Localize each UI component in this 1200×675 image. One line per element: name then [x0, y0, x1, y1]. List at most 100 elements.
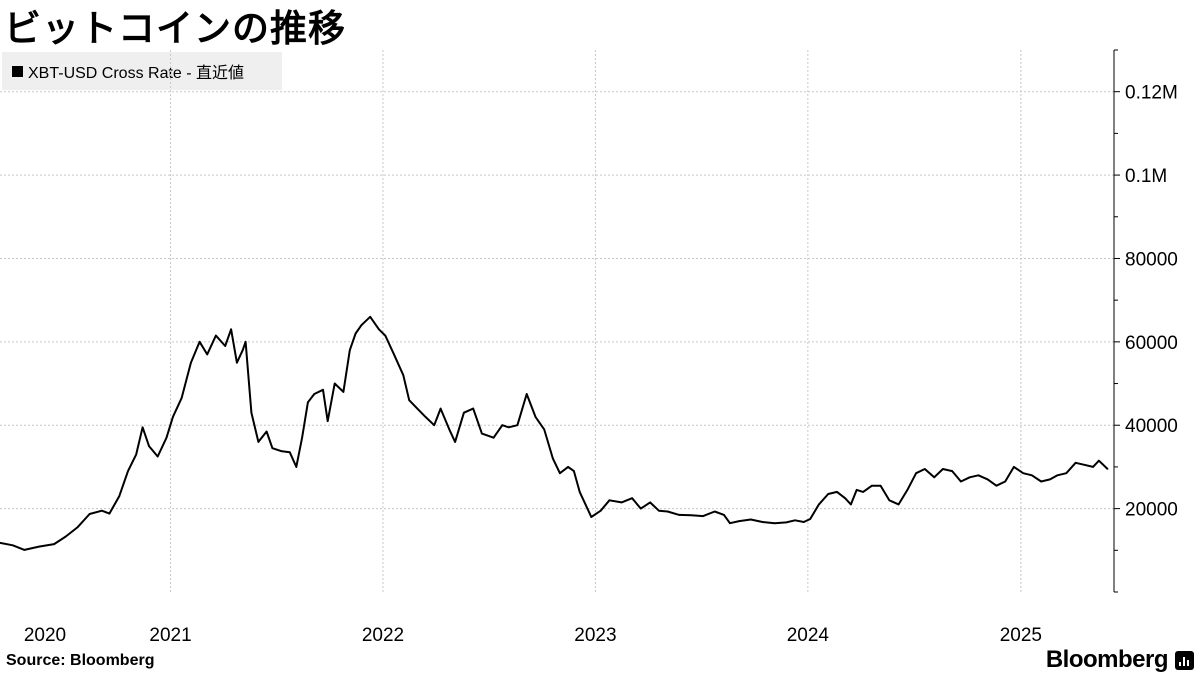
- data-point: [915, 472, 917, 475]
- chart-title: ビットコインの推移: [4, 7, 346, 50]
- y-tick-label: 40000: [1125, 416, 1178, 437]
- data-point: [230, 328, 232, 331]
- data-point: [378, 328, 380, 331]
- legend: XBT-USD Cross Rate - 直近値: [2, 52, 282, 90]
- data-point: [977, 474, 980, 477]
- data-point: [271, 447, 274, 450]
- data-point: [349, 349, 351, 352]
- data-point: [1098, 459, 1100, 462]
- data-point: [439, 407, 442, 410]
- data-point: [472, 407, 475, 410]
- data-point: [148, 445, 150, 447]
- data-point: [862, 491, 864, 493]
- y-tick-label: 0.1M: [1125, 166, 1167, 187]
- data-point: [559, 472, 561, 475]
- data-point: [23, 549, 26, 551]
- data-point: [224, 345, 226, 347]
- series-line-0: [0, 315, 1109, 551]
- data-point: [924, 468, 926, 470]
- data-point: [608, 499, 611, 502]
- data-point: [620, 501, 623, 504]
- data-point: [369, 316, 372, 318]
- data-point: [750, 518, 752, 521]
- data-point: [135, 453, 137, 456]
- data-point: [265, 430, 268, 433]
- data-point: [38, 545, 40, 548]
- data-point: [960, 480, 962, 483]
- data-point: [844, 497, 846, 500]
- data-point: [1065, 472, 1068, 475]
- brand-logo: Bloomberg: [1045, 646, 1169, 673]
- data-point: [584, 503, 587, 506]
- data-point: [850, 503, 852, 506]
- data-point: [384, 334, 387, 337]
- data-point: [888, 499, 891, 502]
- x-tick-label: 2021: [149, 625, 191, 646]
- data-point: [809, 518, 811, 520]
- data-point: [492, 436, 495, 439]
- data-point: [836, 491, 838, 493]
- data-point: [738, 520, 740, 522]
- data-point: [986, 478, 989, 481]
- data-point: [773, 522, 776, 524]
- data-point: [599, 509, 602, 512]
- data-point: [1022, 472, 1024, 475]
- data-point: [690, 514, 693, 517]
- x-axis: 2020 2021 2022 2023 2024 2025: [24, 625, 1042, 646]
- data-point: [241, 349, 244, 352]
- data-point: [827, 493, 829, 495]
- data-point: [289, 451, 291, 454]
- data-point: [408, 399, 411, 402]
- data-point: [250, 411, 253, 414]
- data-point: [666, 510, 669, 513]
- data-point: [543, 428, 545, 431]
- data-point: [206, 353, 208, 356]
- data-point: [1004, 480, 1006, 483]
- legend-label: XBT-USD Cross Rate - 直近値: [28, 65, 245, 82]
- data-point: [424, 416, 427, 418]
- data-point: [342, 391, 345, 393]
- data-point: [1056, 474, 1059, 477]
- data-point: [906, 489, 909, 491]
- data-point: [942, 468, 944, 470]
- data-point: [322, 389, 324, 391]
- data-point: [723, 514, 725, 516]
- data-point: [215, 334, 217, 337]
- data-point: [702, 515, 704, 517]
- data-point: [818, 503, 820, 506]
- y-tick-label: 20000: [1125, 500, 1178, 521]
- data-point: [198, 341, 201, 343]
- data-point: [1106, 468, 1109, 470]
- data-point: [172, 416, 174, 418]
- data-point: [713, 510, 716, 513]
- data-point: [53, 543, 55, 545]
- data-point: [257, 441, 260, 443]
- data-point: [578, 491, 581, 493]
- data-point: [995, 484, 998, 487]
- data-point: [951, 470, 953, 472]
- grid-layer: [0, 50, 1114, 592]
- source-note: Source: Bloomberg: [6, 652, 155, 669]
- data-point: [1074, 462, 1077, 464]
- bloomberg-chart-icon: [1175, 651, 1194, 670]
- data-point: [141, 426, 144, 429]
- data-point: [507, 426, 510, 429]
- data-point: [402, 374, 405, 377]
- data-point: [1031, 474, 1033, 477]
- data-point: [658, 509, 660, 512]
- data-point: [794, 519, 796, 522]
- data-point: [0, 542, 1, 544]
- data-point: [525, 393, 528, 395]
- x-tick-label: 2023: [574, 625, 616, 646]
- data-point: [236, 361, 238, 364]
- data-point: [871, 484, 873, 487]
- x-tick-label: 2024: [787, 625, 830, 646]
- data-point: [118, 495, 121, 497]
- data-point: [640, 507, 642, 510]
- data-point: [968, 476, 971, 479]
- data-point: [12, 544, 14, 547]
- data-point: [933, 476, 935, 479]
- data-point: [803, 521, 805, 523]
- data-point: [516, 424, 519, 427]
